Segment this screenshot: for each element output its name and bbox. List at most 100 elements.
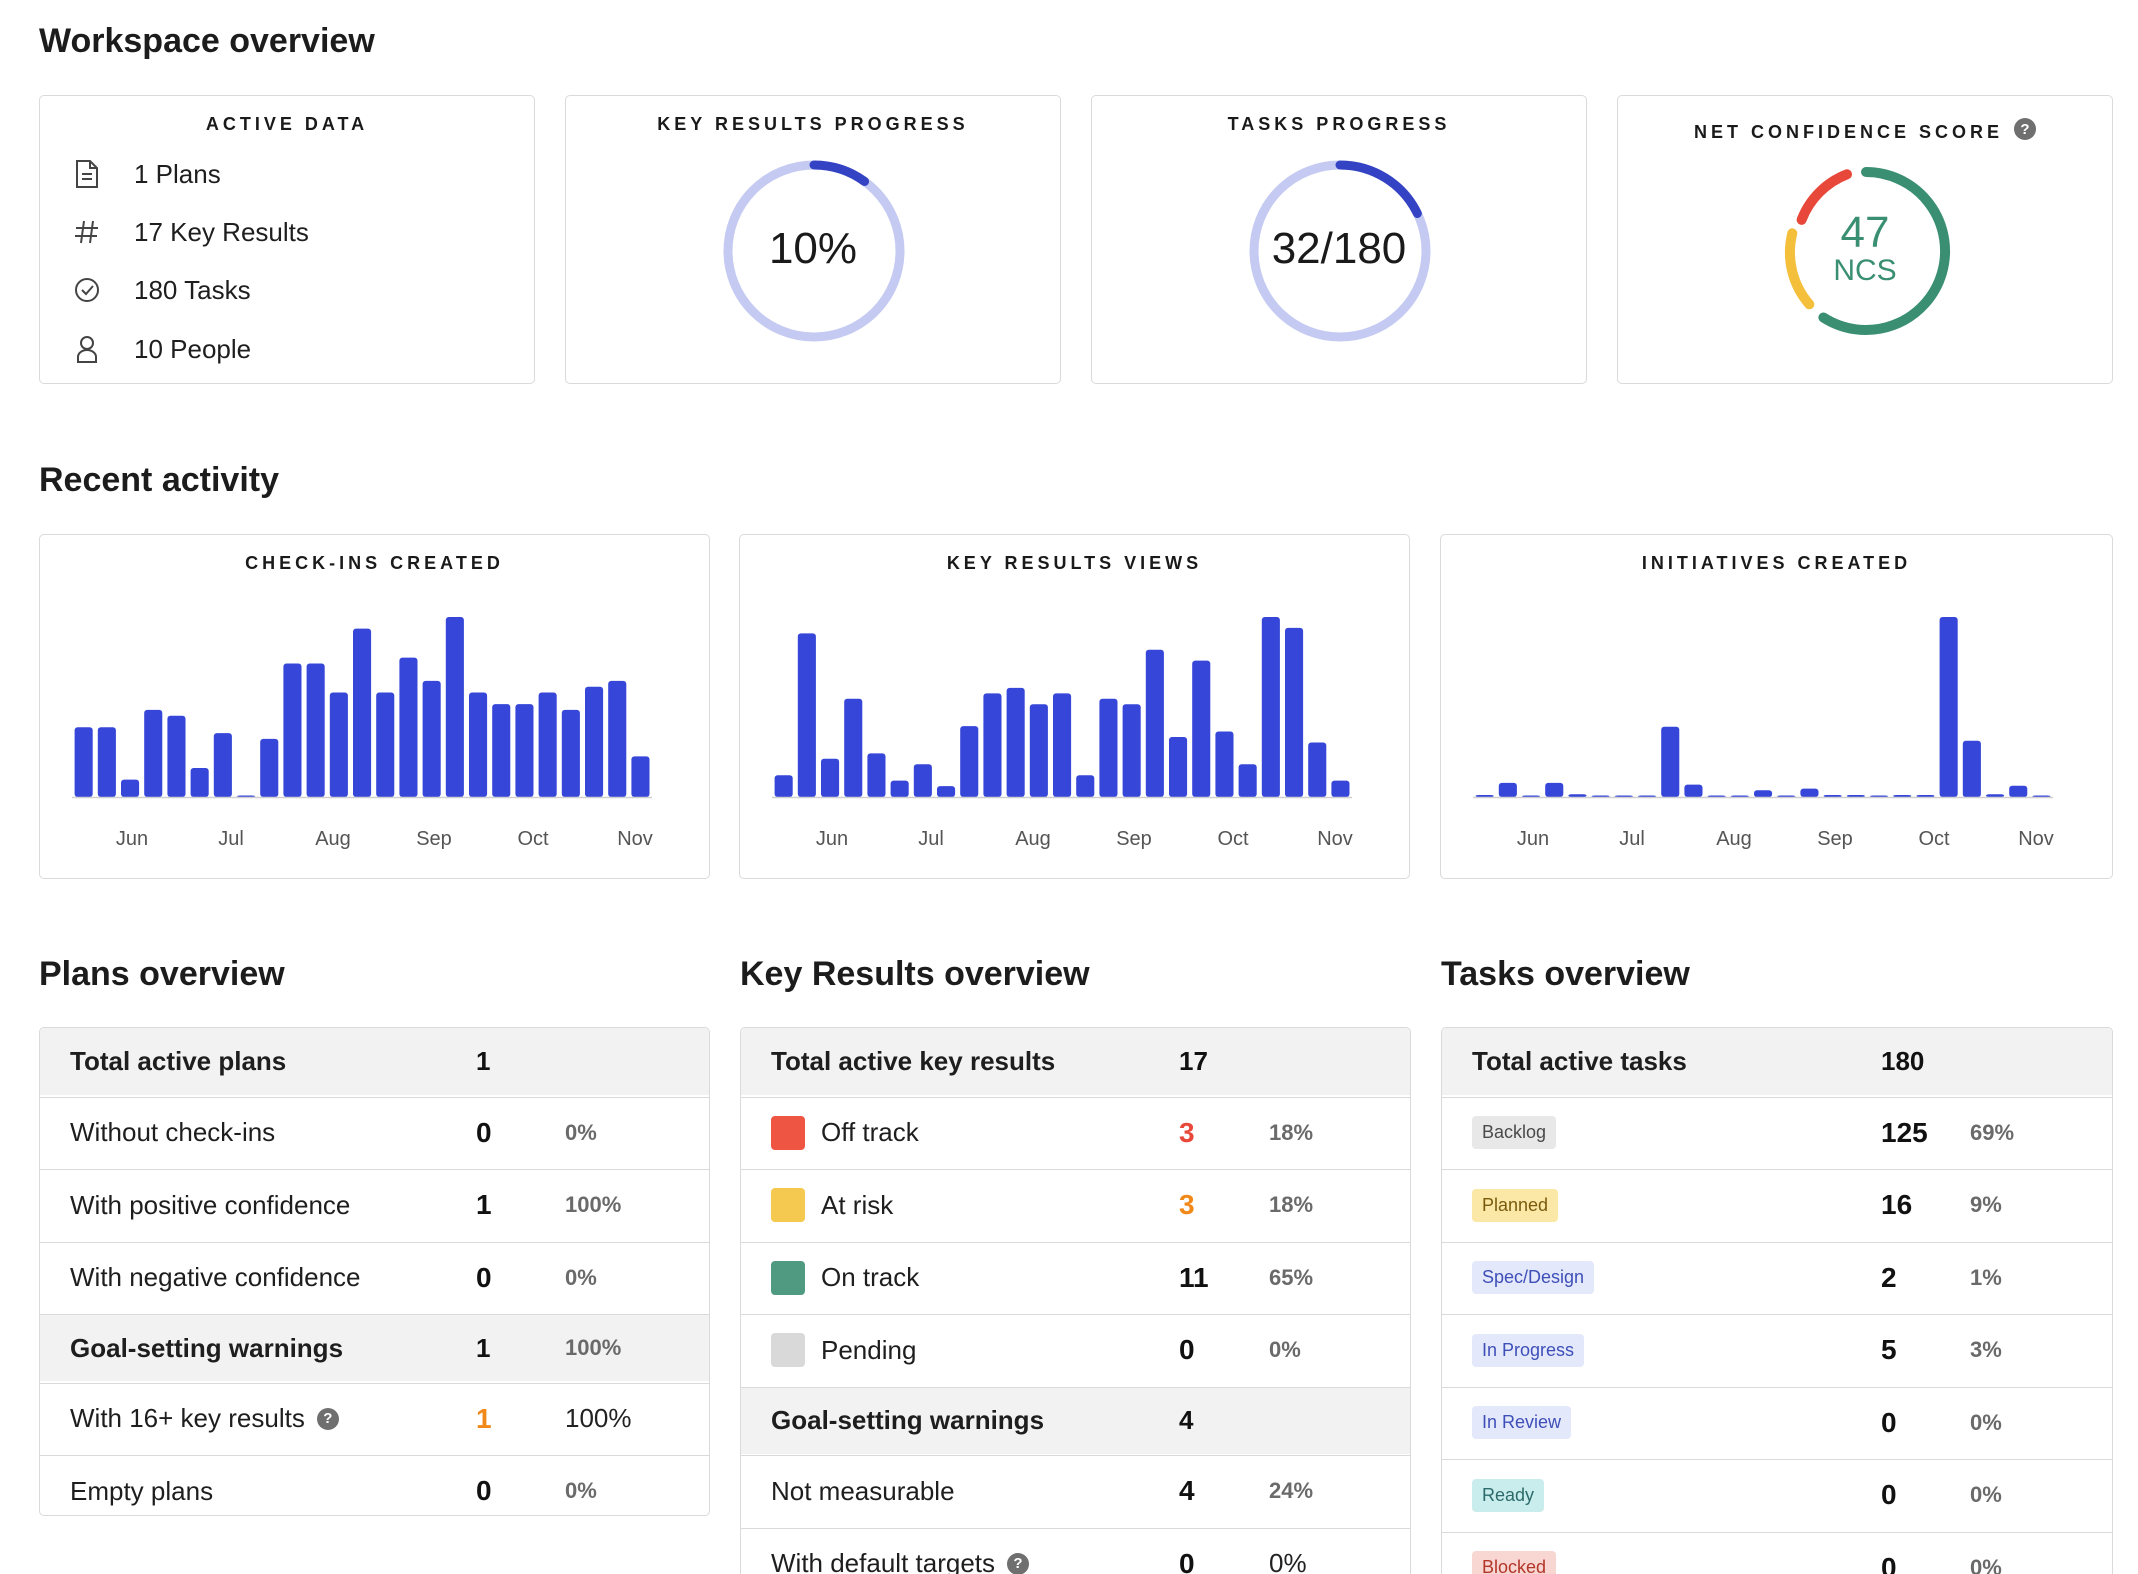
active-data-plans[interactable]: 1 Plans — [70, 157, 221, 191]
bar[interactable] — [121, 779, 140, 797]
bar[interactable] — [1684, 784, 1703, 797]
bar[interactable] — [97, 727, 116, 797]
bar[interactable] — [774, 775, 793, 797]
bar[interactable] — [1638, 795, 1657, 798]
bar[interactable] — [469, 692, 488, 798]
bar[interactable] — [167, 715, 186, 797]
active-data-tasks[interactable]: 180 Tasks — [70, 273, 251, 307]
plans-row[interactable]: Without check-ins 0 0% — [40, 1096, 709, 1168]
bar[interactable] — [983, 693, 1002, 797]
bar[interactable] — [1823, 795, 1842, 797]
bar[interactable] — [821, 758, 840, 797]
bar[interactable] — [237, 795, 256, 798]
active-data-people[interactable]: 10 People — [70, 332, 251, 366]
bar[interactable] — [1986, 794, 2005, 797]
bar[interactable] — [1939, 617, 1958, 797]
bar[interactable] — [1754, 790, 1773, 798]
key-results-row[interactable]: Not measurable 4 24% — [741, 1455, 1410, 1526]
bar[interactable] — [1215, 731, 1234, 798]
bar[interactable] — [283, 663, 302, 798]
bar[interactable] — [1800, 788, 1819, 797]
bar[interactable] — [1591, 795, 1610, 798]
bar[interactable] — [1522, 795, 1541, 798]
bar[interactable] — [1475, 795, 1494, 797]
bar[interactable] — [1308, 742, 1327, 798]
bar[interactable] — [1870, 795, 1889, 798]
bar[interactable] — [445, 617, 464, 797]
bar[interactable] — [960, 726, 979, 797]
key-results-row[interactable]: Goal-setting warnings 4 — [741, 1386, 1410, 1454]
key-results-row[interactable]: Total active key results 17 — [741, 1028, 1410, 1095]
tasks-row[interactable]: Total active tasks 180 — [1442, 1028, 2112, 1095]
bar[interactable] — [1238, 764, 1257, 797]
bar[interactable] — [74, 727, 93, 797]
key-results-row[interactable]: On track 11 65% — [741, 1241, 1410, 1313]
bar[interactable] — [1962, 740, 1981, 798]
plans-row[interactable]: With negative confidence 0 0% — [40, 1241, 709, 1313]
bar[interactable] — [1707, 795, 1726, 798]
bar[interactable] — [1614, 795, 1633, 798]
bar[interactable] — [1192, 660, 1211, 797]
bar[interactable] — [1145, 649, 1164, 797]
tasks-row[interactable]: Blocked 0 0% — [1442, 1531, 2112, 1574]
bar[interactable] — [515, 704, 534, 797]
plans-row[interactable]: With positive confidence 1 100% — [40, 1169, 709, 1240]
bar[interactable] — [867, 753, 886, 797]
bar[interactable] — [1846, 795, 1865, 797]
bar[interactable] — [260, 738, 279, 797]
key-results-row[interactable]: With default targets? 0 0% — [741, 1527, 1410, 1574]
bar[interactable] — [144, 709, 163, 797]
bar[interactable] — [1331, 780, 1350, 797]
bar[interactable] — [1893, 795, 1912, 797]
bar[interactable] — [937, 786, 956, 797]
bar[interactable] — [844, 698, 863, 797]
bar[interactable] — [890, 780, 909, 797]
bar[interactable] — [492, 704, 511, 797]
bar[interactable] — [1777, 795, 1796, 798]
bar[interactable] — [1099, 698, 1118, 797]
bar[interactable] — [422, 680, 441, 797]
bar[interactable] — [213, 733, 232, 797]
plans-row[interactable]: Total active plans 1 — [40, 1028, 709, 1095]
bar[interactable] — [376, 692, 395, 798]
bar[interactable] — [561, 709, 580, 797]
plans-row[interactable]: With 16+ key results? 1 100% — [40, 1382, 709, 1454]
bar[interactable] — [1029, 704, 1048, 797]
help-icon[interactable]: ? — [2014, 118, 2037, 141]
bar[interactable] — [1916, 795, 1935, 797]
bar[interactable] — [1261, 617, 1280, 797]
key-results-row[interactable]: At risk 3 18% — [741, 1169, 1410, 1240]
bar[interactable] — [1169, 737, 1188, 797]
key-results-row[interactable]: Pending 0 0% — [741, 1314, 1410, 1385]
bar[interactable] — [1076, 775, 1095, 797]
bar[interactable] — [353, 628, 372, 797]
bar[interactable] — [538, 692, 557, 798]
bar[interactable] — [1053, 693, 1072, 797]
bar[interactable] — [399, 657, 418, 797]
bar[interactable] — [1006, 687, 1025, 797]
bar[interactable] — [1285, 627, 1304, 797]
tasks-row[interactable]: Backlog 125 69% — [1442, 1096, 2112, 1168]
help-icon[interactable]: ? — [316, 1407, 339, 1430]
bar[interactable] — [608, 680, 627, 797]
tasks-row[interactable]: In Progress 5 3% — [1442, 1314, 2112, 1385]
tasks-row[interactable]: Planned 16 9% — [1442, 1169, 2112, 1240]
plans-row[interactable]: Goal-setting warnings 1 100% — [40, 1314, 709, 1381]
bar[interactable] — [329, 692, 348, 798]
key-results-row[interactable]: Off track 3 18% — [741, 1096, 1410, 1168]
bar[interactable] — [2009, 785, 2028, 798]
bar[interactable] — [797, 633, 816, 797]
bar[interactable] — [306, 663, 325, 798]
tasks-row[interactable]: In Review 0 0% — [1442, 1386, 2112, 1458]
bar[interactable] — [913, 764, 932, 797]
bar[interactable] — [1122, 704, 1141, 797]
bar[interactable] — [631, 756, 650, 797]
active-data-key-results[interactable]: 17 Key Results — [70, 215, 309, 249]
bar[interactable] — [1545, 782, 1564, 797]
bar[interactable] — [2032, 795, 2051, 798]
tasks-row[interactable]: Ready 0 0% — [1442, 1459, 2112, 1530]
bar[interactable] — [1730, 795, 1749, 798]
bar[interactable] — [190, 768, 209, 797]
tasks-row[interactable]: Spec/Design 2 1% — [1442, 1241, 2112, 1313]
bar[interactable] — [1661, 726, 1680, 797]
